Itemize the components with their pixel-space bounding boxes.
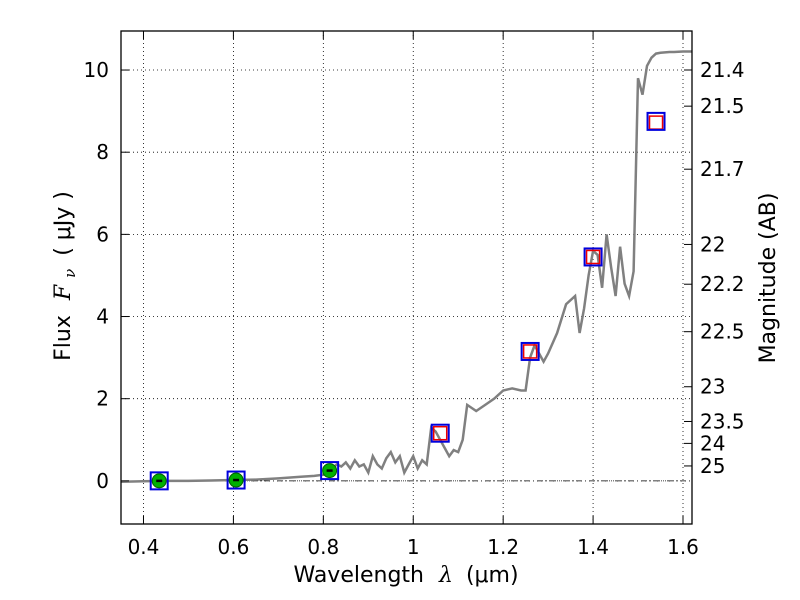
x-tick-label: 0.8	[307, 535, 339, 559]
y-axis-label: Flux F ν ( μJy )	[51, 191, 81, 361]
model-photometry-marker	[430, 423, 450, 443]
right-axis-label: Magnitude (AB)	[756, 193, 781, 364]
plot-frame	[120, 30, 693, 525]
upper-limit-marker	[432, 425, 448, 441]
right-axis-tick-label: 21.7	[700, 157, 745, 181]
right-axis-tick-label: 21.5	[700, 94, 745, 118]
photometry-markers	[149, 111, 666, 491]
x-tick-label: 1.4	[577, 535, 609, 559]
x-tick-label: 1.6	[667, 535, 699, 559]
x-axis-label: Wavelength λ (μm)	[293, 563, 518, 588]
upper-limit-marker	[522, 344, 538, 359]
model-photometry-marker	[583, 247, 603, 267]
right-axis-tick-label: 21.4	[700, 58, 745, 82]
x-axis-label-prefix: Wavelength	[293, 563, 424, 588]
right-axis-tick-label: 24	[700, 431, 725, 455]
y-tick-label: 2	[96, 387, 109, 411]
y-axis-label-unit: ( μJy )	[51, 191, 76, 256]
right-axis-tick-label: 22.5	[700, 320, 745, 344]
x-tick-label: 0.6	[217, 535, 249, 559]
y-axis-label-symbol: F	[51, 284, 76, 301]
y-tick-label: 10	[84, 58, 109, 82]
x-axis-label-unit: (μm)	[466, 563, 519, 588]
right-axis-tick-label: 23.5	[700, 409, 745, 433]
y-tick-label: 8	[96, 140, 109, 164]
x-tick-label: 1.2	[487, 535, 519, 559]
upper-limit-marker	[585, 249, 601, 265]
y-tick-label: 4	[96, 305, 109, 329]
model-photometry-marker	[226, 470, 246, 490]
model-photometry-marker	[520, 341, 540, 361]
y-axis-label-prefix: Flux	[51, 315, 76, 361]
y-tick-label: 6	[96, 222, 109, 246]
right-axis-tick-label: 22	[700, 232, 725, 256]
right-axis-tick-label: 23	[700, 375, 725, 399]
model-photometry-marker	[149, 471, 169, 491]
right-axis-tick-label: 25	[700, 454, 725, 478]
y-tick-label: 0	[96, 469, 109, 493]
right-axis-tick-label: 22.2	[700, 272, 745, 296]
model-photometry-marker	[646, 111, 666, 131]
x-tick-label: 1	[407, 535, 420, 559]
x-axis-label-symbol: λ	[438, 563, 453, 588]
model-photometry-marker	[320, 461, 340, 481]
model-spectrum-line	[120, 50, 692, 483]
y-axis-label-subscript: ν	[61, 269, 79, 278]
x-tick-label: 0.4	[128, 535, 160, 559]
